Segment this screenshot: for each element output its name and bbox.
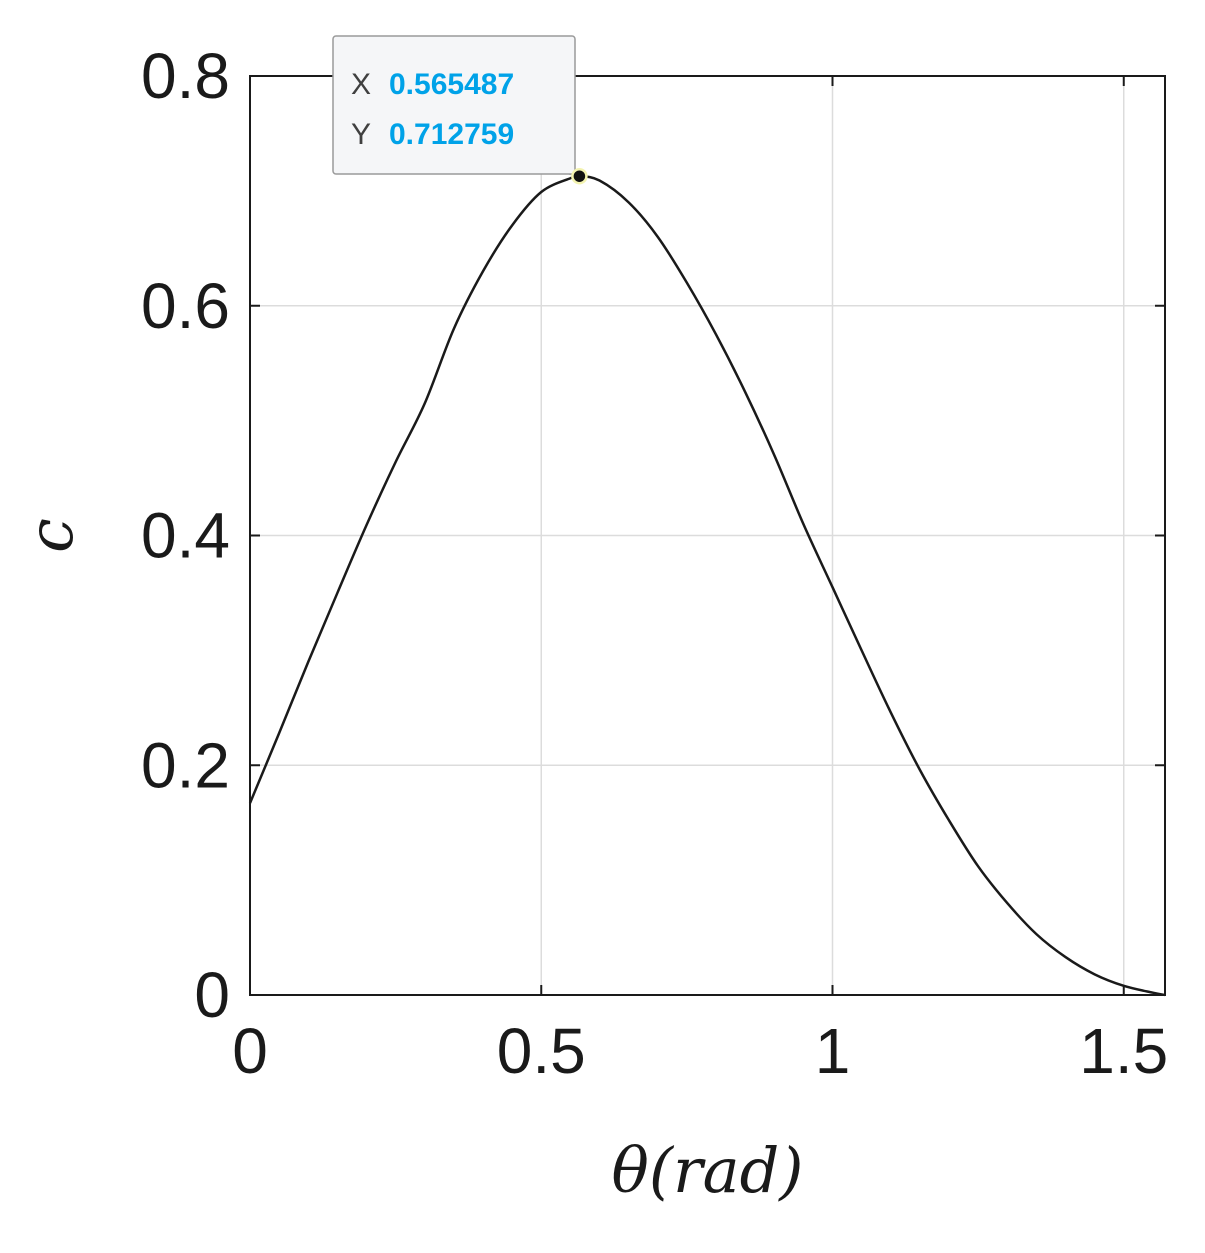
x-tick-label: 1.5: [1079, 1015, 1168, 1087]
y-tick-label: 0: [194, 959, 230, 1031]
datatip-x-key: X: [351, 68, 371, 101]
datatip-marker[interactable]: [571, 167, 588, 185]
x-tick-label: 0.5: [497, 1015, 586, 1087]
y-axis-label: c: [14, 518, 87, 553]
datatip-y-key: Y: [351, 118, 371, 151]
x-tick-label: 1: [815, 1015, 851, 1087]
series-line: [248, 174, 1166, 997]
x-tick-label: 0: [232, 1015, 268, 1087]
x-axis-label: θ(rad): [612, 1134, 804, 1207]
y-tick-label: 0.6: [141, 270, 230, 342]
datatip-box[interactable]: [332, 35, 576, 175]
y-tick-label: 0.2: [141, 729, 230, 801]
datatip[interactable]: X 0.565487 Y 0.712759: [332, 35, 588, 185]
datatip-y-value: 0.712759: [389, 118, 514, 151]
grid: [249, 75, 1165, 996]
datatip-x-value: 0.565487: [389, 68, 514, 101]
ticks: 0 0.5 1 1.5 0 0.2 0.4 0.6 0.8: [141, 40, 1168, 1087]
y-tick-label: 0.4: [141, 500, 230, 572]
y-tick-label: 0.8: [141, 40, 230, 112]
